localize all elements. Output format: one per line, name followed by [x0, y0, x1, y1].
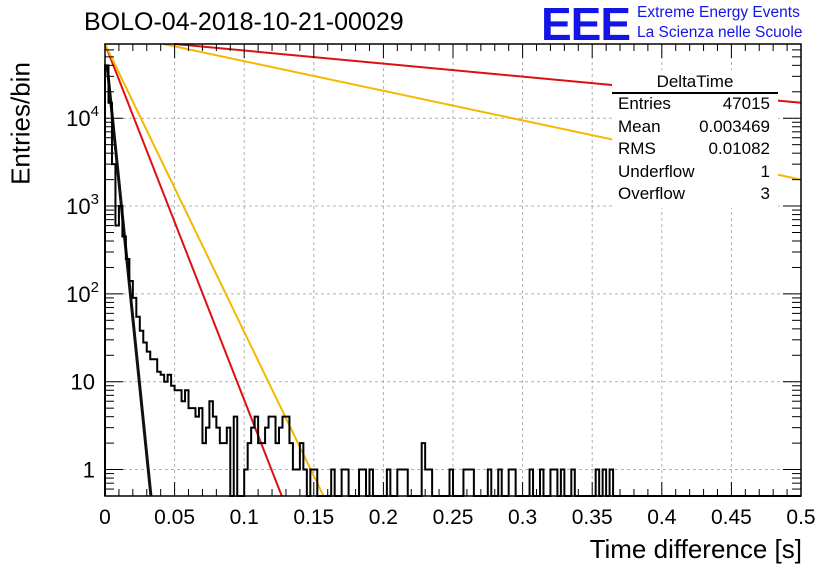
x-tick-label: 0.1	[230, 506, 259, 529]
x-tick-label: 0.15	[293, 506, 334, 529]
x-tick-label: 0.5	[786, 506, 815, 529]
stats-label: Underflow	[618, 162, 695, 181]
x-tick-label: 0.3	[508, 506, 537, 529]
x-tick-label: 0.4	[647, 506, 677, 529]
x-tick-label: 0.05	[154, 506, 195, 529]
stats-row-entries: Entries 47015	[618, 94, 770, 116]
x-tick-label: 0	[99, 506, 111, 529]
stats-row-overflow: Overflow 3	[618, 184, 770, 206]
stats-title: DeltaTime	[656, 72, 734, 91]
fit-line	[104, 43, 283, 497]
stats-row-rms: RMS 0.01082	[618, 139, 770, 161]
stats-value: 0.003469	[699, 117, 770, 136]
eee-logo: EEE	[541, 0, 631, 50]
x-axis: 0 0.05 0.1 0.15 0.2 0.25 0.3 0.35 0.4 0.45 0.5	[99, 44, 816, 529]
eee-tagline-line2: La Scienza nelle Scuole	[637, 24, 803, 41]
stats-row-underflow: Underflow 1	[618, 162, 770, 184]
stats-value: 0.01082	[708, 139, 770, 158]
stats-box: DeltaTime Entries 47015 Mean 0.003469 RM…	[612, 70, 778, 208]
y-tick-label: 103	[66, 191, 99, 219]
stats-label: RMS	[618, 139, 656, 158]
stats-value: 1	[760, 162, 770, 181]
y-axis: 1 10 102 103 104	[66, 43, 801, 497]
stats-label: Overflow	[618, 184, 686, 203]
eee-tagline-line1: Extreme Energy Events	[637, 4, 800, 21]
y-tick-label: 10	[71, 370, 95, 395]
fit-line	[104, 43, 325, 497]
x-tick-label: 0.25	[433, 506, 474, 529]
stats-separator	[612, 92, 778, 94]
y-axis-label: Entries/bin	[5, 62, 36, 185]
x-axis-label: Time difference [s]	[589, 534, 802, 564]
stats-label: Entries	[618, 94, 671, 113]
plot-title: BOLO-04-2018-10-21-00029	[84, 8, 404, 36]
x-tick-label: 0.45	[711, 506, 752, 529]
y-tick-label: 104	[66, 103, 99, 131]
stats-row-mean: Mean 0.003469	[618, 117, 770, 139]
y-tick-label: 102	[66, 279, 99, 307]
x-tick-label: 0.2	[369, 506, 398, 529]
stats-value: 3	[760, 184, 770, 203]
x-tick-label: 0.35	[572, 506, 613, 529]
eee-tagline: Extreme Energy Events La Scienza nelle S…	[637, 3, 802, 43]
stats-label: Mean	[618, 117, 661, 136]
stats-value: 47015	[722, 94, 770, 113]
y-tick-label: 1	[83, 458, 95, 483]
